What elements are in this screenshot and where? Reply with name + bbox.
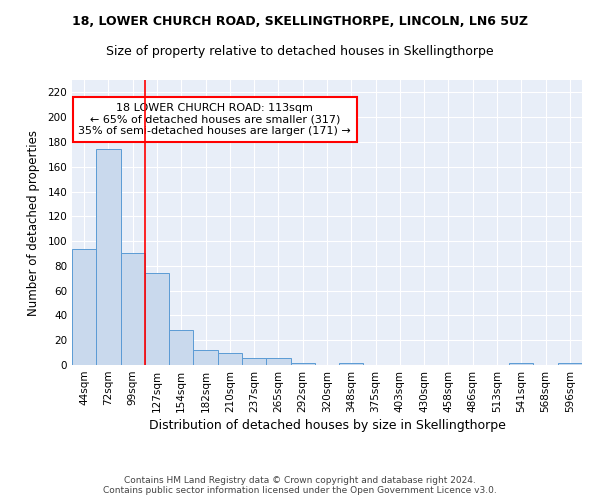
Bar	[96, 150, 121, 365]
Bar	[169, 330, 193, 365]
Bar	[558, 362, 582, 365]
Bar	[266, 358, 290, 365]
X-axis label: Distribution of detached houses by size in Skellingthorpe: Distribution of detached houses by size …	[149, 419, 505, 432]
Bar	[193, 350, 218, 365]
Text: 18 LOWER CHURCH ROAD: 113sqm
← 65% of detached houses are smaller (317)
35% of s: 18 LOWER CHURCH ROAD: 113sqm ← 65% of de…	[79, 103, 351, 136]
Bar	[242, 358, 266, 365]
Text: 18, LOWER CHURCH ROAD, SKELLINGTHORPE, LINCOLN, LN6 5UZ: 18, LOWER CHURCH ROAD, SKELLINGTHORPE, L…	[72, 15, 528, 28]
Bar	[145, 274, 169, 365]
Text: Contains HM Land Registry data © Crown copyright and database right 2024.
Contai: Contains HM Land Registry data © Crown c…	[103, 476, 497, 495]
Bar	[72, 248, 96, 365]
Bar	[509, 362, 533, 365]
Y-axis label: Number of detached properties: Number of detached properties	[28, 130, 40, 316]
Bar	[218, 352, 242, 365]
Bar	[339, 362, 364, 365]
Bar	[121, 254, 145, 365]
Text: Size of property relative to detached houses in Skellingthorpe: Size of property relative to detached ho…	[106, 45, 494, 58]
Bar	[290, 362, 315, 365]
